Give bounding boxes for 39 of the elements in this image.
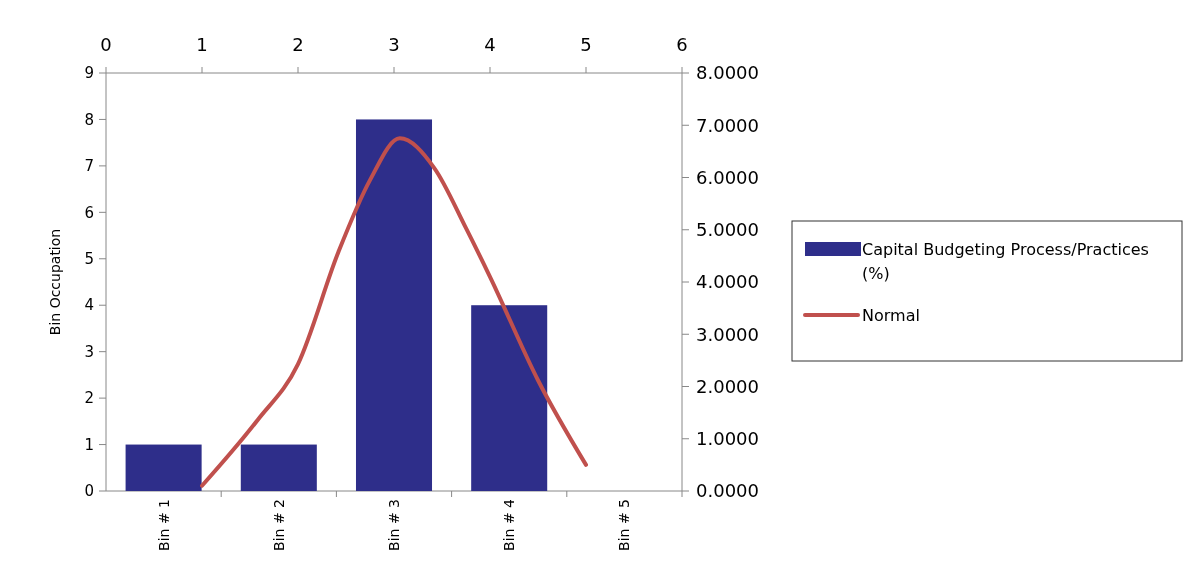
x-tick-label: Bin # 5 [616, 499, 633, 551]
x-tick-label: Bin # 3 [385, 499, 402, 551]
bar [125, 444, 202, 491]
y-tick-label: 5.0000 [696, 219, 759, 241]
legend-label: Capital Budgeting Process/Practices (%) [862, 239, 1149, 283]
y-tick-label: 8 [84, 110, 94, 129]
x-tick-label: 1 [196, 34, 208, 55]
bar [355, 119, 433, 491]
y-tick-label: 0.0000 [696, 480, 759, 502]
y-tick-label: 5 [84, 250, 94, 269]
y-tick-label: 1 [84, 435, 94, 454]
y-tick-label: 0 [84, 482, 94, 501]
line-series [200, 136, 588, 488]
y-tick-label: 1.0000 [696, 428, 759, 450]
y-tick-label: 2.0000 [696, 375, 759, 397]
x-tick-label: 4 [484, 34, 496, 55]
bar [471, 305, 548, 491]
legend-label: Normal [862, 305, 920, 325]
x-tick-label: Bin # 1 [155, 499, 172, 551]
y-tick-label: 4 [84, 296, 94, 315]
y-tick-label: 6 [84, 203, 94, 222]
x-tick-label: Bin # 4 [501, 498, 518, 551]
y-tick-label: 6.0000 [696, 166, 759, 188]
y-tick-label: 7.0000 [696, 114, 759, 136]
x-tick-label: 5 [580, 34, 592, 55]
y-tick-label: 8.0000 [696, 62, 759, 84]
y-tick-label: 7 [84, 157, 94, 176]
y-tick-label: 2 [84, 389, 94, 408]
y-tick-label: 4.0000 [696, 271, 759, 293]
y-axis-title: Bin Occupation [47, 228, 63, 336]
bar [240, 444, 317, 491]
y-tick-label: 3 [84, 342, 94, 361]
y-tick-label: 9 [84, 64, 94, 83]
x-tick-label: 0 [100, 34, 112, 55]
x-tick-label: 2 [292, 34, 304, 55]
y-tick-label: 3.0000 [696, 323, 759, 345]
x-tick-label: Bin # 2 [270, 499, 287, 551]
x-tick-label: 6 [676, 34, 688, 55]
x-tick-label: 3 [388, 34, 400, 55]
